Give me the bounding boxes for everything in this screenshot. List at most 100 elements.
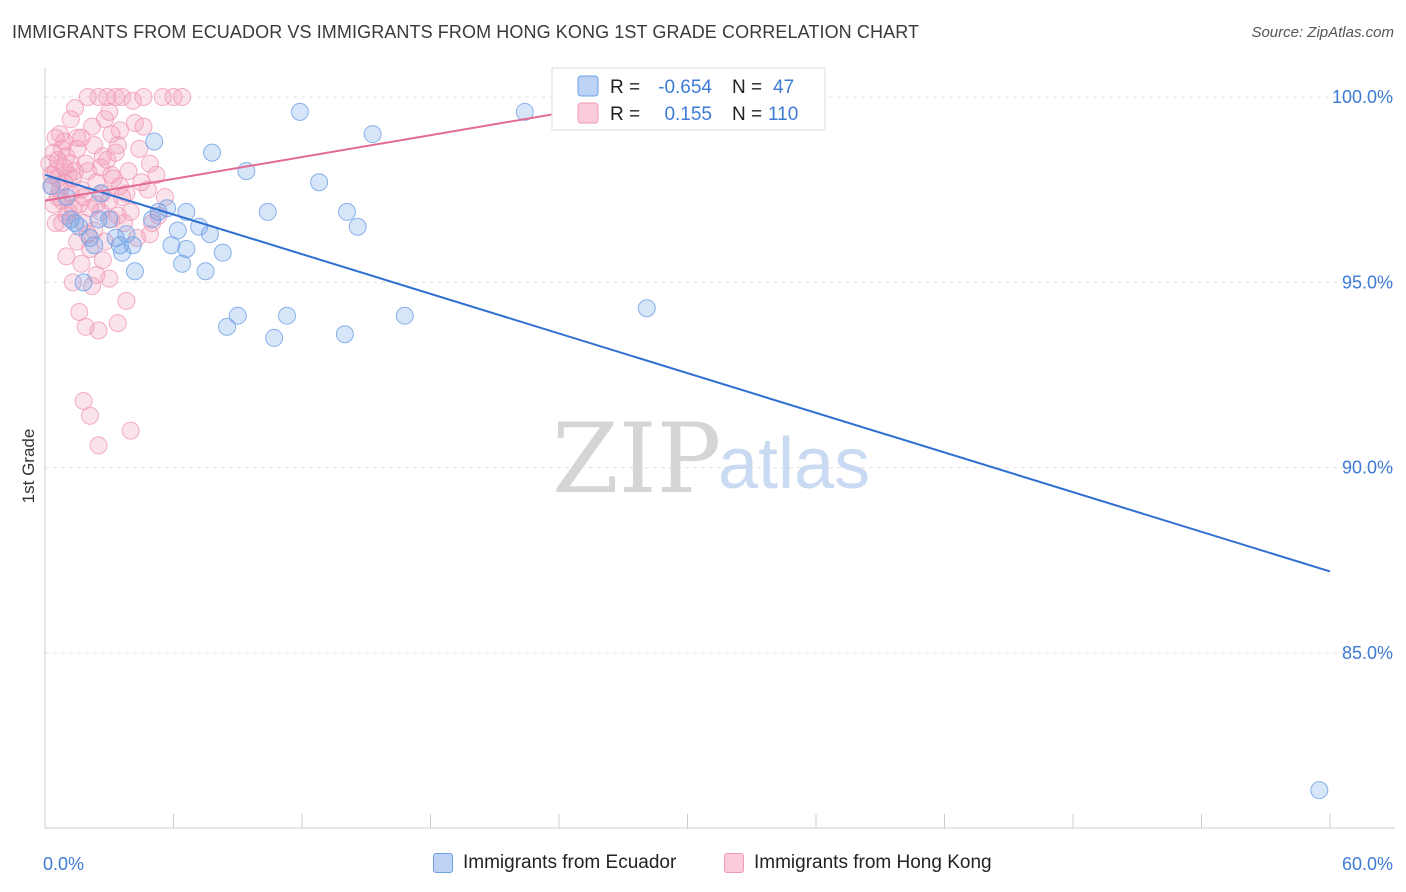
hongkong-point	[61, 110, 80, 129]
x-tick-labels: 0.0% 60.0%	[43, 854, 1393, 874]
ecuador-point	[337, 202, 356, 221]
ecuador-point	[113, 243, 132, 262]
hongkong-point	[117, 291, 136, 310]
axes	[44, 68, 1395, 829]
ecuador-point	[363, 125, 382, 144]
legend-r-value-hongkong: 0.155	[664, 104, 712, 125]
ecuador-point	[168, 221, 187, 240]
legend-n-value-ecuador: 47	[773, 77, 794, 98]
hongkong-point	[115, 214, 134, 233]
hongkong-point	[100, 102, 119, 121]
ecuador-point	[395, 306, 414, 325]
hongkong-point	[68, 128, 87, 147]
ecuador-point	[196, 262, 215, 281]
ecuador-point	[162, 236, 181, 255]
x-tick-label: 60.0%	[1342, 854, 1393, 874]
ecuador-points	[42, 102, 1329, 800]
ecuador-point	[125, 262, 144, 281]
hongkong-point	[70, 302, 89, 321]
legend-swatch-ecuador	[577, 75, 599, 97]
y-tick-label: 90.0%	[1342, 458, 1393, 478]
ecuador-point	[290, 102, 309, 121]
legend-item-hongkong[interactable]: Immigrants from Hong Kong	[724, 852, 992, 874]
hongkong-point	[119, 162, 138, 181]
hongkong-point	[153, 88, 172, 106]
ecuador-point	[203, 143, 222, 162]
ecuador-point	[158, 199, 177, 218]
ecuador-point	[1310, 781, 1329, 800]
hongkong-point	[95, 232, 114, 251]
chart-title: IMMIGRANTS FROM ECUADOR VS IMMIGRANTS FR…	[12, 22, 920, 42]
ecuador-point	[117, 225, 136, 244]
ecuador-point	[213, 243, 232, 262]
ecuador-point	[637, 299, 656, 318]
hongkong-point	[125, 113, 144, 132]
hongkong-point	[140, 225, 159, 244]
legend-n-label: N =	[732, 77, 762, 98]
hongkong-point	[108, 314, 127, 333]
grid-lines	[45, 96, 1395, 654]
ecuador-point	[310, 173, 329, 192]
legend-r-label: R =	[610, 104, 640, 125]
hongkong-point	[108, 136, 127, 155]
ecuador-point	[74, 273, 93, 292]
ecuador-point	[110, 236, 129, 255]
hongkong-point	[89, 436, 108, 455]
legend-swatch-hongkong	[724, 853, 744, 873]
hongkong-point	[138, 180, 157, 199]
hongkong-point	[134, 117, 153, 136]
hongkong-point	[102, 165, 121, 184]
hongkong-point	[80, 406, 99, 425]
ecuador-point	[143, 210, 162, 229]
hongkong-point	[65, 162, 84, 181]
hongkong-point	[134, 88, 153, 106]
hongkong-point	[93, 251, 112, 270]
series-legend: Immigrants from Ecuador Immigrants from …	[0, 852, 1406, 878]
hongkong-point	[93, 147, 112, 166]
legend-r-label: R =	[610, 77, 640, 98]
ecuador-point	[218, 317, 237, 336]
hongkong-point	[76, 154, 95, 173]
watermark: ZIP atlas	[552, 403, 870, 515]
legend-item-ecuador[interactable]: Immigrants from Ecuador	[433, 852, 676, 874]
hongkong-point	[100, 269, 119, 288]
ecuador-point	[190, 217, 209, 236]
hongkong-point	[78, 88, 97, 106]
hongkong-point	[106, 88, 125, 106]
hongkong-point	[89, 321, 108, 340]
legend-swatch-ecuador	[433, 853, 453, 873]
ecuador-point	[258, 202, 277, 221]
hongkong-points	[40, 88, 697, 455]
ecuador-point	[335, 325, 354, 344]
hongkong-point	[53, 214, 72, 233]
ecuador-point	[228, 306, 247, 325]
ecuador-point	[100, 210, 119, 229]
ecuador-point	[265, 328, 284, 347]
ecuador-point	[89, 210, 108, 229]
legend-r-value-ecuador: -0.654	[658, 77, 712, 98]
hongkong-point	[140, 154, 159, 173]
hongkong-point	[121, 421, 140, 440]
y-tick-labels: 85.0% 90.0% 95.0% 100.0%	[1332, 87, 1393, 663]
legend-label-hongkong: Immigrants from Hong Kong	[754, 852, 992, 873]
hongkong-point	[46, 128, 65, 147]
legend-n-value-hongkong: 110	[768, 104, 798, 125]
ecuador-point	[515, 102, 534, 121]
y-tick-label: 95.0%	[1342, 272, 1393, 292]
ecuador-point	[177, 239, 196, 258]
hongkong-point	[72, 254, 91, 273]
source-label: Source: ZipAtlas.com	[1251, 24, 1394, 41]
x-tick-label: 0.0%	[43, 854, 84, 874]
hongkong-point	[87, 195, 106, 214]
hongkong-point	[63, 199, 82, 218]
ecuador-trend-line	[44, 173, 1331, 573]
hongkong-point	[65, 99, 84, 118]
y-tick-label: 100.0%	[1332, 87, 1393, 107]
hongkong-point	[143, 214, 162, 233]
hongkong-point	[78, 162, 97, 181]
legend-swatch-hongkong	[577, 102, 599, 124]
ecuador-point	[348, 217, 367, 236]
hongkong-point	[63, 273, 82, 292]
legend-label-ecuador: Immigrants from Ecuador	[463, 852, 677, 873]
